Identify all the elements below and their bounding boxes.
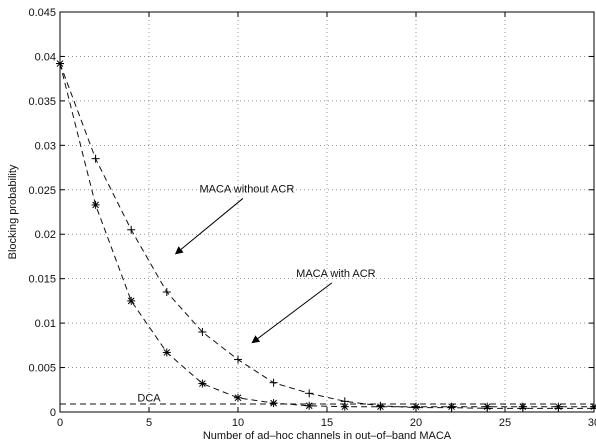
y-tick-label: 0.005 xyxy=(28,363,56,375)
x-tick-label: 10 xyxy=(232,417,244,429)
y-tick-label: 0.025 xyxy=(28,185,56,197)
y-tick-label: 0.015 xyxy=(28,274,56,286)
x-tick-label: 5 xyxy=(146,417,152,429)
data-point-maca-without-acr xyxy=(234,355,242,364)
annotation-dca: DCA xyxy=(137,392,161,404)
data-point-maca-with-acr xyxy=(305,401,314,410)
y-tick-label: 0.045 xyxy=(28,7,56,19)
data-point-maca-with-acr xyxy=(234,393,242,402)
annotation-arrow-maca-with-acr xyxy=(251,282,333,344)
data-point-maca-with-acr xyxy=(162,348,171,357)
data-point-maca-with-acr xyxy=(127,296,136,305)
y-tick-label: 0.03 xyxy=(35,140,56,152)
x-tick-label: 25 xyxy=(499,417,511,429)
x-tick-label: 30 xyxy=(588,417,596,429)
data-point-maca-without-acr xyxy=(305,389,314,398)
series-line-maca-with-acr xyxy=(59,63,594,408)
annotation-arrow-maca-without-acr xyxy=(174,198,244,255)
annotation-maca-without-acr: MACA without ACR xyxy=(200,183,295,195)
x-tick-label: 20 xyxy=(410,417,422,429)
y-tick-label: 0 xyxy=(50,407,56,419)
data-point-maca-without-acr xyxy=(127,225,136,234)
y-axis-label: Blocking probability xyxy=(7,164,19,259)
data-point-maca-with-acr xyxy=(447,402,456,411)
data-point-maca-with-acr xyxy=(269,399,278,408)
y-tick-label: 0.04 xyxy=(35,51,56,63)
data-point-maca-without-acr xyxy=(269,378,278,387)
grid xyxy=(60,12,594,412)
x-axis-label: Number of ad–hoc channels in out–of–band… xyxy=(203,430,452,441)
series-maca-with-acr xyxy=(56,59,596,411)
y-tick-label: 0.01 xyxy=(35,318,56,330)
axis-ticks: 0 5 10 15 20 25 30 0 0.005 0.01 0.015 0.02 0.025 0.03… xyxy=(28,7,596,429)
y-tick-label: 0.035 xyxy=(28,96,56,108)
data-point-maca-without-acr xyxy=(91,154,100,163)
data-point-maca-without-acr xyxy=(198,328,207,336)
x-tick-label: 15 xyxy=(321,417,333,429)
x-tick-label: 0 xyxy=(57,417,63,429)
data-point-maca-with-acr xyxy=(554,402,563,411)
annotations: MACA without ACR MACA with ACR DCA xyxy=(137,183,375,404)
series-layer xyxy=(56,59,596,413)
y-tick-label: 0.02 xyxy=(35,229,56,241)
data-point-maca-with-acr xyxy=(91,200,100,209)
data-point-maca-with-acr xyxy=(518,402,527,411)
data-point-maca-with-acr xyxy=(198,379,207,388)
data-point-maca-with-acr xyxy=(483,402,492,411)
data-point-maca-without-acr xyxy=(162,288,171,296)
annotation-maca-with-acr: MACA with ACR xyxy=(296,268,376,280)
